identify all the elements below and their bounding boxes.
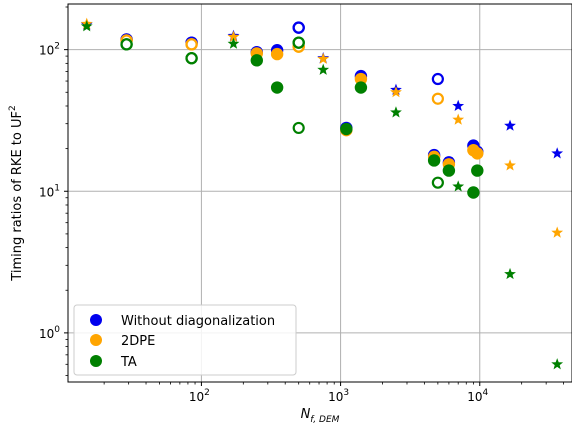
star-point xyxy=(551,226,564,238)
y-tick-label: 100 xyxy=(39,325,60,341)
filled-circle-point xyxy=(471,164,484,177)
filled-circle-point xyxy=(442,164,456,177)
star-point xyxy=(504,119,516,131)
star-point xyxy=(390,86,402,98)
series-2dpe xyxy=(80,17,564,238)
star-point xyxy=(227,30,240,42)
open-circle-point xyxy=(431,92,444,105)
y-tick-label: 102 xyxy=(39,42,60,58)
y-tick-label: 101 xyxy=(39,183,60,199)
series-without-diagonalization xyxy=(80,18,564,169)
legend-label-2dpe: 2DPE xyxy=(121,334,155,349)
star-point xyxy=(452,180,465,192)
legend-marker-2dpe xyxy=(90,334,102,346)
filled-circle-point xyxy=(354,72,368,86)
y-axis-label-superscript: 2 xyxy=(8,105,18,111)
open-circle-point xyxy=(292,21,305,34)
legend-label-without-diagonalization: Without diagonalization xyxy=(121,314,275,329)
x-tick-label: 102 xyxy=(189,388,210,404)
open-circle-point xyxy=(292,36,305,49)
star-point xyxy=(551,147,564,159)
star-point xyxy=(452,99,465,112)
filled-circle-point xyxy=(467,186,480,199)
star-point xyxy=(504,159,516,171)
filled-circle-point xyxy=(427,154,441,167)
plot-area-frame xyxy=(67,3,572,383)
legend-box xyxy=(73,304,297,376)
series-ta xyxy=(80,20,564,370)
data-marks xyxy=(80,17,564,370)
legend-marker-ta xyxy=(90,355,102,367)
star-point xyxy=(317,63,330,75)
open-circle-point xyxy=(292,121,305,135)
filled-circle-point xyxy=(250,54,263,67)
star-point xyxy=(452,113,465,125)
open-circle-point xyxy=(185,52,198,65)
star-point xyxy=(80,20,93,32)
star-point xyxy=(227,37,240,49)
filled-circle-point xyxy=(354,81,368,94)
x-axis-label: Nf, DEM xyxy=(301,407,340,425)
star-point xyxy=(551,358,564,370)
x-tick-label: 104 xyxy=(467,388,488,404)
legend-label-ta: TA xyxy=(120,355,137,370)
x-tick-label: 103 xyxy=(328,388,349,404)
open-circle-point xyxy=(431,72,444,86)
star-point xyxy=(317,52,330,64)
filled-circle-point xyxy=(270,47,284,61)
filled-circle-point xyxy=(270,81,284,94)
axis-ticks: 102 103 104 100 101 102 xyxy=(39,42,489,404)
star-point xyxy=(504,267,516,280)
filled-circle-point xyxy=(340,122,353,136)
star-point xyxy=(390,106,402,118)
open-circle-point xyxy=(431,176,444,189)
open-circle-point xyxy=(120,38,133,51)
legend-marker-without-diagonalization xyxy=(90,314,102,326)
legend: Without diagonalization 2DPE TA xyxy=(73,304,297,376)
y-axis-label: Timing ratios of RKE to UF2 xyxy=(8,105,25,281)
open-circle-point xyxy=(185,38,198,51)
filled-circle-point xyxy=(471,147,484,160)
x-axis-label-subscript: f, DEM xyxy=(310,415,339,425)
